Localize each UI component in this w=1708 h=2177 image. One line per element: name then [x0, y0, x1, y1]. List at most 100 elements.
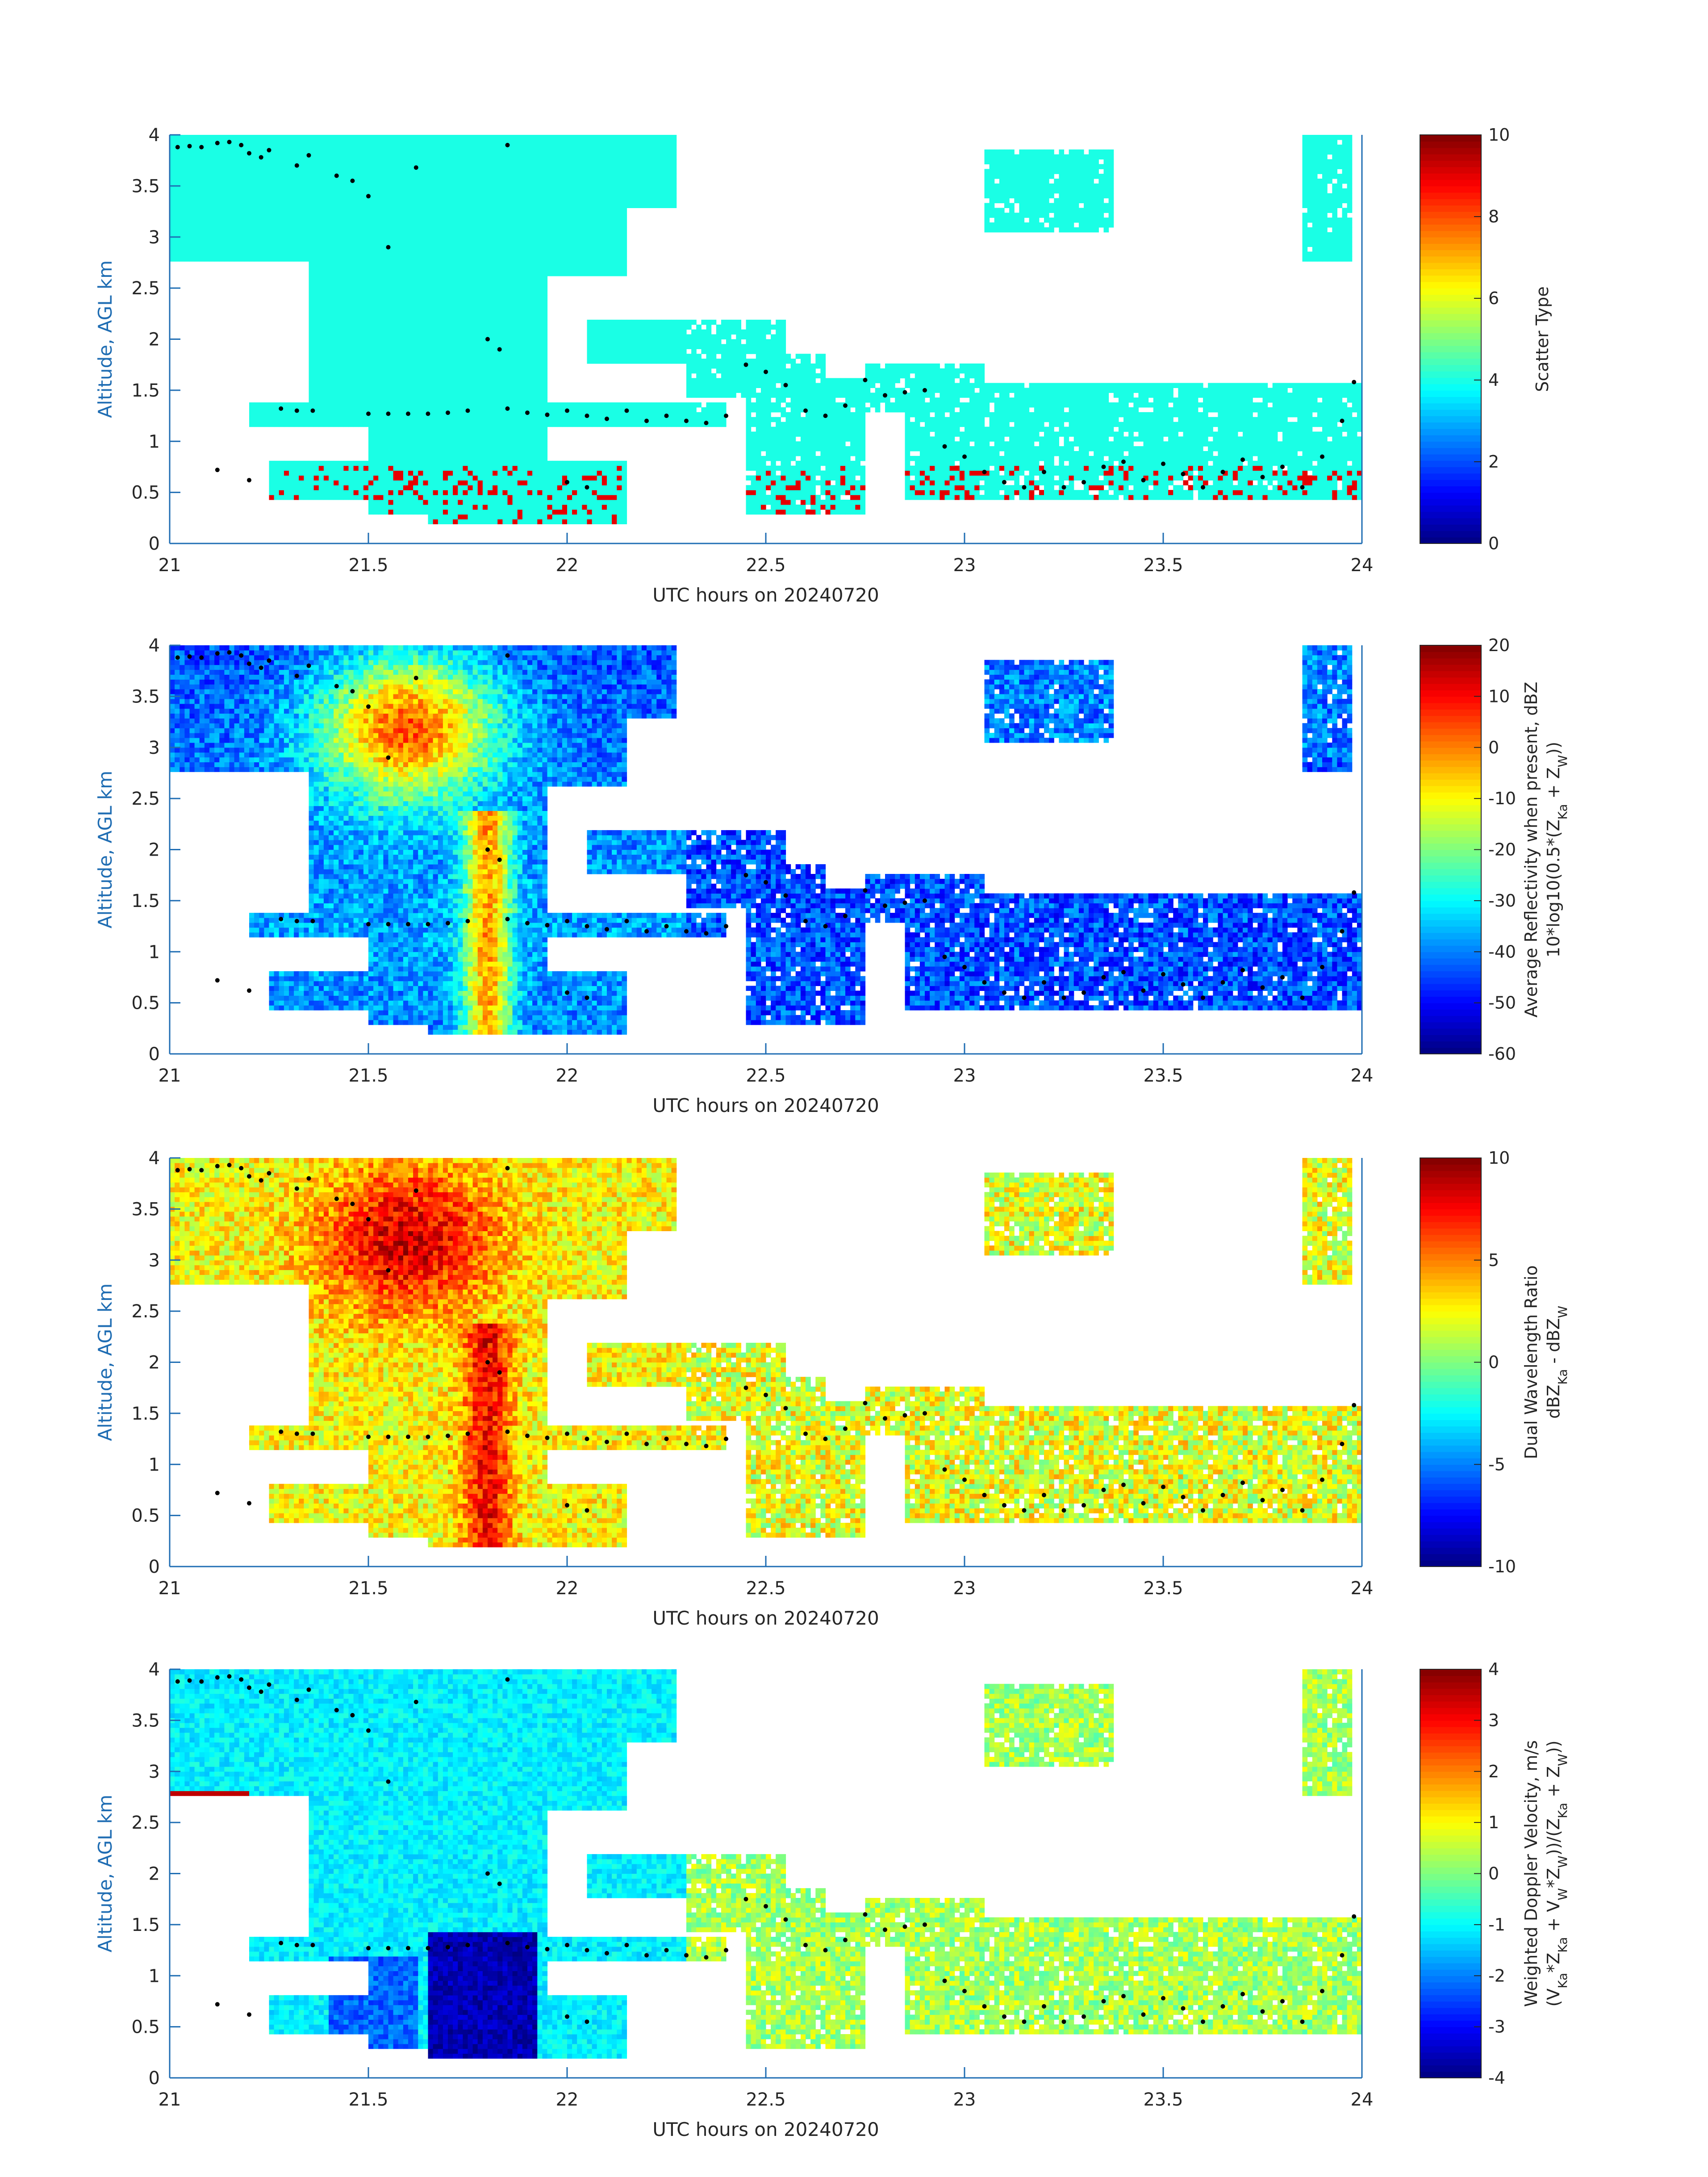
heatmap-cell [324, 300, 329, 305]
heatmap-cell [458, 256, 463, 262]
heatmap-cell [453, 247, 458, 252]
heatmap-cell [423, 232, 428, 238]
heatmap-cell [368, 432, 374, 437]
heatmap-cell [343, 422, 349, 427]
heatmap-cell [433, 271, 438, 276]
heatmap-cell [309, 461, 314, 466]
heatmap-cell [343, 266, 349, 272]
heatmap-cell [433, 145, 438, 150]
heatmap-cell [468, 217, 473, 223]
heatmap-cell [393, 251, 399, 257]
heatmap-cell [354, 339, 359, 345]
heatmap-cell [428, 510, 434, 515]
heatmap-cell [443, 354, 448, 359]
heatmap-cell [478, 402, 483, 408]
heatmap-cell [458, 208, 463, 213]
heatmap-cell [388, 193, 394, 199]
heatmap-cell [483, 373, 488, 379]
heatmap-cell [403, 281, 409, 286]
heatmap-cell [378, 500, 384, 505]
heatmap-cell [289, 145, 294, 150]
heatmap-cell [418, 490, 423, 495]
heatmap-cell [393, 471, 399, 476]
heatmap-cell [418, 315, 423, 320]
heatmap-cell [433, 291, 438, 296]
heatmap-cell [343, 281, 349, 286]
heatmap-cell [403, 188, 409, 194]
heatmap-cell [393, 500, 399, 505]
heatmap-cell [453, 417, 458, 422]
heatmap-cell [463, 150, 468, 155]
heatmap-cell [438, 261, 443, 267]
heatmap-cell [458, 359, 463, 364]
heatmap-cell [383, 261, 388, 267]
heatmap-cell [334, 179, 339, 184]
heatmap-cell [383, 500, 388, 505]
heatmap-cell [329, 256, 334, 262]
heatmap-cell [478, 188, 483, 194]
heatmap-cell [388, 490, 394, 495]
heatmap-cell [458, 427, 463, 432]
heatmap-cell [448, 349, 453, 354]
heatmap-cell [343, 354, 349, 359]
heatmap-cell [368, 354, 374, 359]
heatmap-cell [413, 320, 418, 325]
heatmap-cell [478, 208, 483, 213]
heatmap-cell [349, 261, 354, 267]
heatmap-cell [319, 330, 324, 335]
heatmap-cell [408, 456, 413, 461]
heatmap-cell [309, 266, 314, 272]
heatmap-cell [468, 232, 473, 238]
heatmap-cell [368, 155, 374, 160]
heatmap-cell [334, 397, 339, 403]
heatmap-cell [433, 193, 438, 199]
heatmap-cell [343, 461, 349, 466]
heatmap-cell [329, 480, 334, 485]
heatmap-cell [319, 169, 324, 174]
heatmap-cell [269, 471, 275, 476]
heatmap-cell [428, 364, 434, 369]
heatmap-cell [329, 222, 334, 228]
heatmap-cell [438, 227, 443, 233]
heatmap-cell [428, 476, 434, 481]
heatmap-cell [383, 476, 388, 481]
heatmap-cell [413, 427, 418, 432]
heatmap-cell [349, 169, 354, 174]
heatmap-cell [259, 179, 264, 184]
heatmap-cell [468, 359, 473, 364]
heatmap-cell [398, 456, 404, 461]
heatmap-cell [463, 417, 468, 422]
heatmap-cell [334, 286, 339, 291]
heatmap-cell [244, 217, 250, 223]
heatmap-cell [413, 397, 418, 403]
heatmap-cell [388, 334, 394, 340]
heatmap-cell [388, 456, 394, 461]
heatmap-cell [363, 378, 369, 384]
heatmap-cell [214, 188, 220, 194]
heatmap-cell [363, 417, 369, 422]
heatmap-cell [488, 300, 493, 305]
heatmap-cell [378, 213, 384, 218]
heatmap-cell [289, 466, 294, 471]
heatmap-cell [209, 184, 215, 189]
heatmap-cell [438, 310, 443, 315]
heatmap-cell [368, 242, 374, 247]
heatmap-cell [458, 193, 463, 199]
heatmap-cell [378, 247, 384, 252]
heatmap-cell [349, 364, 354, 369]
heatmap-cell [383, 179, 388, 184]
heatmap-cell [418, 266, 423, 272]
heatmap-cell [299, 256, 304, 262]
heatmap-cell [443, 266, 448, 272]
heatmap-cell [423, 451, 428, 456]
heatmap-cell [488, 495, 493, 500]
heatmap-cell [184, 169, 190, 174]
heatmap-cell [468, 281, 473, 286]
heatmap-cell [190, 135, 195, 140]
heatmap-cell [368, 397, 374, 403]
heatmap-cell [468, 315, 473, 320]
heatmap-cell [468, 155, 473, 160]
heatmap-cell [363, 281, 369, 286]
heatmap-cell [324, 476, 329, 481]
heatmap-cell [418, 232, 423, 238]
